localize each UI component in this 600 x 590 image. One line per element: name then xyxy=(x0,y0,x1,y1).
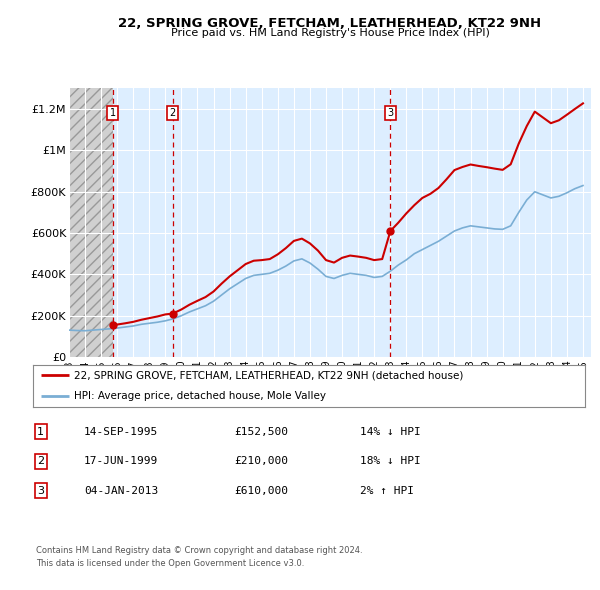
Text: Price paid vs. HM Land Registry's House Price Index (HPI): Price paid vs. HM Land Registry's House … xyxy=(170,28,490,38)
Text: 2: 2 xyxy=(170,109,176,118)
Text: Contains HM Land Registry data © Crown copyright and database right 2024.: Contains HM Land Registry data © Crown c… xyxy=(36,546,362,555)
Text: 2: 2 xyxy=(37,457,44,466)
Text: 04-JAN-2013: 04-JAN-2013 xyxy=(84,486,158,496)
Text: £152,500: £152,500 xyxy=(234,427,288,437)
Text: HPI: Average price, detached house, Mole Valley: HPI: Average price, detached house, Mole… xyxy=(74,392,326,401)
Bar xyxy=(69,88,113,357)
Text: £610,000: £610,000 xyxy=(234,486,288,496)
Text: 2% ↑ HPI: 2% ↑ HPI xyxy=(360,486,414,496)
Text: 1: 1 xyxy=(37,427,44,437)
Text: 3: 3 xyxy=(37,486,44,496)
Text: 14% ↓ HPI: 14% ↓ HPI xyxy=(360,427,421,437)
Text: 17-JUN-1999: 17-JUN-1999 xyxy=(84,457,158,466)
Text: £210,000: £210,000 xyxy=(234,457,288,466)
Text: This data is licensed under the Open Government Licence v3.0.: This data is licensed under the Open Gov… xyxy=(36,559,304,568)
Text: 22, SPRING GROVE, FETCHAM, LEATHERHEAD, KT22 9NH (detached house): 22, SPRING GROVE, FETCHAM, LEATHERHEAD, … xyxy=(74,371,464,380)
Text: 18% ↓ HPI: 18% ↓ HPI xyxy=(360,457,421,466)
Text: 1: 1 xyxy=(109,109,116,118)
Text: 22, SPRING GROVE, FETCHAM, LEATHERHEAD, KT22 9NH: 22, SPRING GROVE, FETCHAM, LEATHERHEAD, … xyxy=(118,17,542,30)
Text: 14-SEP-1995: 14-SEP-1995 xyxy=(84,427,158,437)
Text: 3: 3 xyxy=(388,109,394,118)
